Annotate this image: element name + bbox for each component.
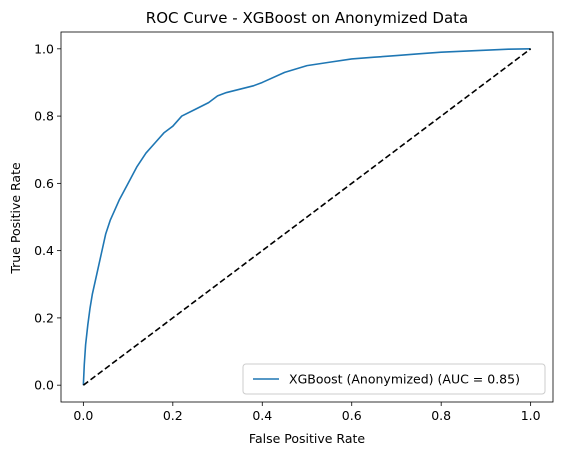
roc-curve-line	[82, 48, 531, 386]
axes-frame	[60, 31, 554, 403]
x-tick-label: 0.0	[73, 408, 93, 423]
x-tick-label: 1.0	[521, 408, 541, 423]
y-tick-label: 0.4	[34, 243, 54, 258]
x-axis-label: False Positive Rate	[249, 431, 365, 446]
legend-box	[242, 363, 546, 395]
x-tick-label: 0.2	[163, 408, 183, 423]
y-tick-label: 1.0	[34, 41, 54, 56]
diagonal-reference-line	[82, 48, 532, 386]
x-tick-label: 0.6	[342, 408, 362, 423]
y-tick-label: 0.8	[34, 109, 54, 124]
x-tick-label: 0.4	[252, 408, 272, 423]
y-tick-label: 0.2	[34, 310, 54, 325]
y-tick-label: 0.6	[34, 176, 54, 191]
chart-title: ROC Curve - XGBoost on Anonymized Data	[146, 9, 468, 27]
plot-area: 0.0 0.2 0.4 0.6 0.8 1.0 0.0 0.2 0.4 0.6 0.8 1.0 XGBo…	[34, 31, 554, 423]
y-axis-label: True Positive Rate	[8, 162, 23, 275]
legend-label: XGBoost (Anonymized) (AUC = 0.85)	[289, 372, 520, 387]
y-tick-label: 0.0	[34, 378, 54, 393]
x-tick-label: 0.8	[431, 408, 451, 423]
